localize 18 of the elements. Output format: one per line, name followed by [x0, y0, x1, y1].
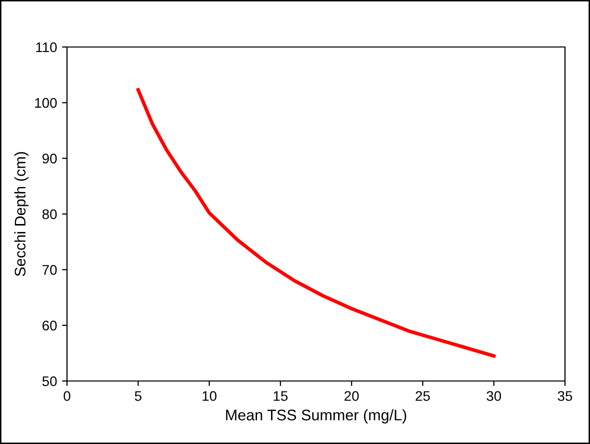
y-tick-label: 60: [42, 320, 57, 331]
x-tick-label: 5: [134, 391, 142, 401]
line-series: [136, 88, 496, 358]
x-tick-label: 30: [486, 391, 502, 401]
x-tick-label: 0: [64, 391, 70, 401]
y-tick-label: 80: [42, 209, 57, 220]
y-axis-title: Secchi Depth (cm): [14, 152, 29, 276]
x-tick-label: 10: [202, 391, 216, 401]
y-tick-label: 100: [35, 98, 57, 108]
x-tick-label: 15: [274, 391, 288, 401]
y-tick-label: 70: [42, 265, 57, 275]
x-axis-title: Mean TSS Summer (mg/L): [226, 409, 406, 424]
x-tick-label: 20: [344, 391, 359, 401]
x-tick-label: 35: [558, 391, 572, 401]
y-tick-label: 110: [36, 42, 57, 52]
y-tick-label: 90: [42, 154, 57, 164]
y-tick-label: 50: [42, 376, 57, 386]
x-tick-label: 25: [416, 391, 430, 401]
